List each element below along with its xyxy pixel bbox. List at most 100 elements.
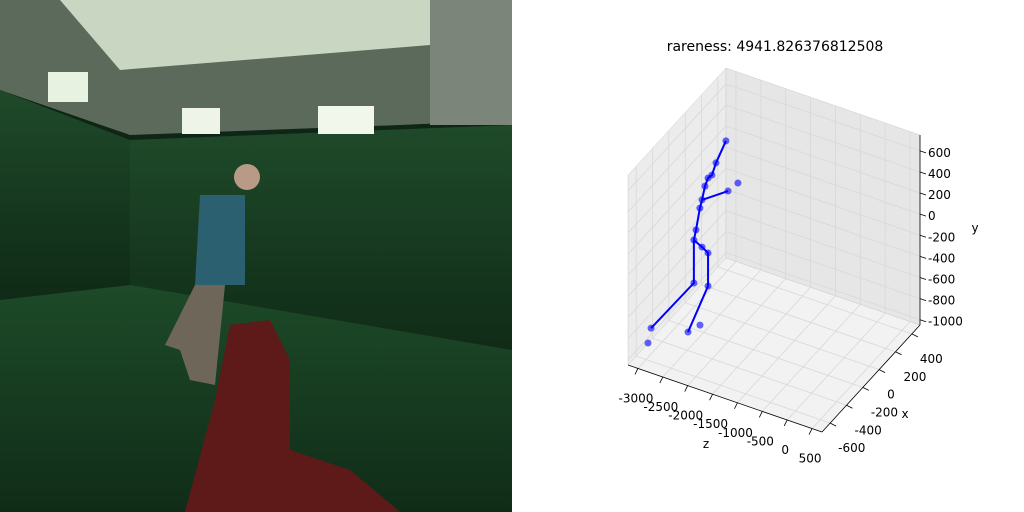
joint — [696, 204, 704, 212]
y-tick-label: 0 — [928, 209, 936, 223]
x-tick-label: 200 — [904, 370, 927, 384]
tick-mark — [709, 394, 713, 401]
tick-mark — [919, 256, 927, 259]
z-tick-label: -2500 — [643, 400, 678, 414]
joint — [698, 243, 706, 251]
joint — [724, 187, 732, 195]
grid-line — [627, 231, 727, 339]
grid-line — [685, 302, 880, 370]
x-tick-label: 0 — [887, 388, 895, 402]
axis-line — [627, 364, 823, 433]
z-tick-label: -500 — [747, 434, 774, 448]
z-tick-label: 500 — [799, 452, 822, 466]
joint — [696, 321, 704, 329]
person-legs — [165, 285, 225, 385]
tick-mark — [808, 428, 813, 435]
grid-line — [668, 320, 863, 388]
tick-mark — [895, 351, 902, 356]
tick-mark — [919, 192, 927, 196]
grid-line — [725, 104, 921, 173]
tick-mark — [846, 404, 853, 409]
tick-mark — [734, 402, 738, 409]
grid-line — [627, 252, 727, 360]
tick-mark — [919, 298, 927, 301]
z-tick-label: -1500 — [693, 417, 728, 431]
limb — [701, 190, 729, 201]
y-tick-label: -200 — [928, 230, 955, 244]
person-shirt — [195, 195, 245, 285]
lamp — [48, 72, 88, 102]
tick-mark — [919, 277, 927, 280]
photo — [0, 0, 512, 512]
joint — [722, 137, 730, 145]
joint — [734, 179, 742, 187]
grid-line — [725, 231, 921, 299]
y-tick-label: -600 — [928, 273, 955, 287]
joint — [704, 249, 712, 257]
joint — [698, 196, 706, 204]
joint — [704, 282, 712, 290]
x-axis-label: x — [901, 407, 908, 421]
grid-line — [737, 295, 836, 404]
joint — [647, 324, 655, 332]
grid-line — [725, 146, 921, 215]
lamp — [182, 108, 220, 134]
grid-line — [725, 210, 921, 278]
tick-mark — [684, 385, 689, 392]
x-tick-label: -400 — [855, 423, 882, 437]
tick-mark — [634, 368, 639, 375]
y-tick-label: -1000 — [928, 315, 963, 329]
grid-line — [725, 167, 921, 236]
grid-line — [627, 210, 727, 318]
x-tick-label: -600 — [838, 441, 865, 455]
grid-line — [652, 337, 847, 406]
x-tick-label: 400 — [920, 352, 943, 366]
curtain-left — [0, 90, 130, 300]
cloak — [185, 320, 400, 512]
tick-mark — [919, 213, 927, 217]
grid-line — [627, 83, 727, 192]
grid-line — [627, 168, 727, 276]
grid-line — [762, 304, 861, 412]
joint — [704, 174, 712, 182]
person-head — [234, 164, 260, 190]
tick-mark — [919, 319, 927, 323]
joint — [690, 236, 698, 244]
tick-mark — [919, 150, 927, 154]
tick-mark — [919, 171, 927, 175]
tick-mark — [862, 387, 870, 391]
y-axis-label: y — [971, 221, 978, 235]
grid-line — [627, 125, 727, 234]
grid-line — [725, 252, 921, 321]
grid-line — [637, 261, 737, 369]
y-tick-label: 200 — [928, 188, 951, 202]
y-tick-label: -400 — [928, 251, 955, 265]
lamp — [318, 106, 374, 134]
z-tick-label: -3000 — [619, 391, 654, 405]
axis-line — [821, 324, 921, 433]
z-axis-label: z — [703, 437, 709, 451]
joint — [684, 328, 692, 336]
y-tick-label: -800 — [928, 294, 955, 308]
joint — [712, 159, 720, 167]
plot-3d: rareness: 4941.826376812508 -3000-2500-2… — [619, 39, 979, 466]
grid-line — [627, 104, 727, 213]
tick-mark — [878, 369, 886, 373]
grid-line — [636, 355, 831, 424]
grid-line — [725, 189, 921, 257]
z-tick-label: 0 — [781, 443, 789, 457]
tick-mark — [783, 419, 788, 427]
y-tick-label: 400 — [928, 167, 951, 181]
tick-mark — [758, 411, 763, 418]
joint — [644, 339, 652, 347]
grid-line — [786, 312, 886, 421]
tick-mark — [911, 333, 919, 338]
grid-line — [725, 83, 921, 152]
joint — [692, 226, 700, 234]
joint — [701, 182, 709, 190]
grid-line — [725, 125, 921, 194]
joint — [690, 279, 698, 287]
tick-mark — [829, 422, 837, 427]
